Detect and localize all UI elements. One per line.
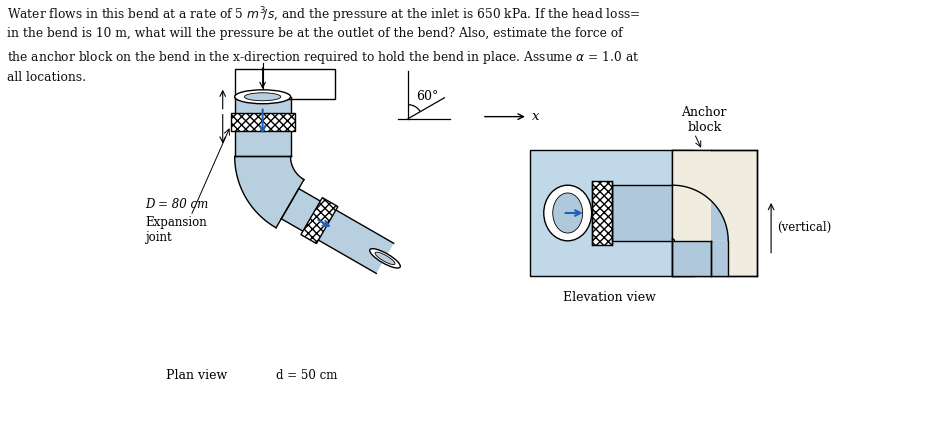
Polygon shape [235, 156, 304, 228]
Text: d = 50 cm: d = 50 cm [276, 369, 337, 382]
Text: (vertical): (vertical) [777, 221, 831, 235]
Text: Elevation view: Elevation view [563, 291, 656, 304]
Text: Anchor
block: Anchor block [681, 106, 727, 134]
Text: D = 80 cm: D = 80 cm [145, 198, 208, 211]
Text: Water flows in this bend at a rate of 5 $m^3\!/s$, and the pressure at the inlet: Water flows in this bend at a rate of 5 … [7, 6, 641, 25]
Polygon shape [672, 150, 757, 276]
Ellipse shape [235, 90, 291, 104]
Polygon shape [592, 181, 611, 245]
Text: all locations.: all locations. [7, 71, 87, 84]
Polygon shape [611, 185, 672, 241]
Text: the anchor block on the bend in the x-direction required to hold the bend in pla: the anchor block on the bend in the x-di… [7, 49, 639, 66]
Polygon shape [231, 113, 295, 131]
Polygon shape [235, 69, 336, 99]
Polygon shape [672, 241, 728, 276]
Text: 60°: 60° [417, 90, 439, 103]
Polygon shape [235, 97, 291, 156]
Polygon shape [672, 150, 710, 241]
Text: Plan view: Plan view [166, 369, 227, 382]
Ellipse shape [543, 185, 592, 241]
Ellipse shape [553, 193, 582, 233]
Polygon shape [529, 150, 694, 276]
Ellipse shape [375, 252, 395, 265]
Ellipse shape [244, 93, 281, 101]
Polygon shape [672, 185, 728, 241]
Polygon shape [301, 198, 338, 244]
Text: x: x [532, 110, 540, 123]
Text: Expansion
joint: Expansion joint [145, 216, 207, 244]
Ellipse shape [370, 249, 401, 268]
Polygon shape [281, 189, 393, 273]
Text: in the bend is 10 m, what will the pressure be at the outlet of the bend? Also, : in the bend is 10 m, what will the press… [7, 27, 623, 40]
